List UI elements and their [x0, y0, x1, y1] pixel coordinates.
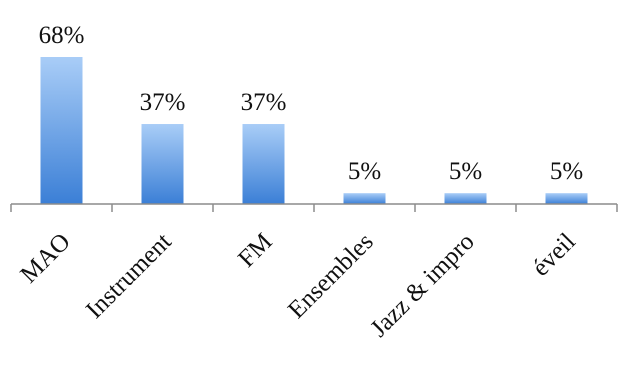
x-tick-label: Ensembles: [283, 228, 379, 324]
bar-data-label: 5%: [550, 158, 583, 185]
bar-data-label: 5%: [348, 158, 381, 185]
bar: [242, 124, 285, 204]
bar: [444, 193, 487, 204]
bar: [141, 124, 184, 204]
x-tick-label: MAO: [15, 228, 75, 288]
bar-data-label: 5%: [449, 158, 482, 185]
x-tick-label: FM: [233, 228, 278, 273]
x-ticks-layer: [10, 204, 618, 212]
x-tick-label: éveil: [527, 228, 580, 281]
bar-data-label: 37%: [241, 89, 287, 116]
bar: [545, 193, 588, 204]
data-labels-layer: 68% 37% 37% 5% 5% 5%: [39, 22, 584, 185]
bar: [343, 193, 386, 204]
bar-data-label: 37%: [140, 89, 186, 116]
bar-data-label: 68%: [39, 22, 85, 49]
bars-layer: [40, 57, 588, 204]
bar: [40, 57, 83, 204]
x-tick-label: Instrument: [81, 228, 177, 324]
x-tick-label: Jazz & impro: [365, 228, 479, 342]
